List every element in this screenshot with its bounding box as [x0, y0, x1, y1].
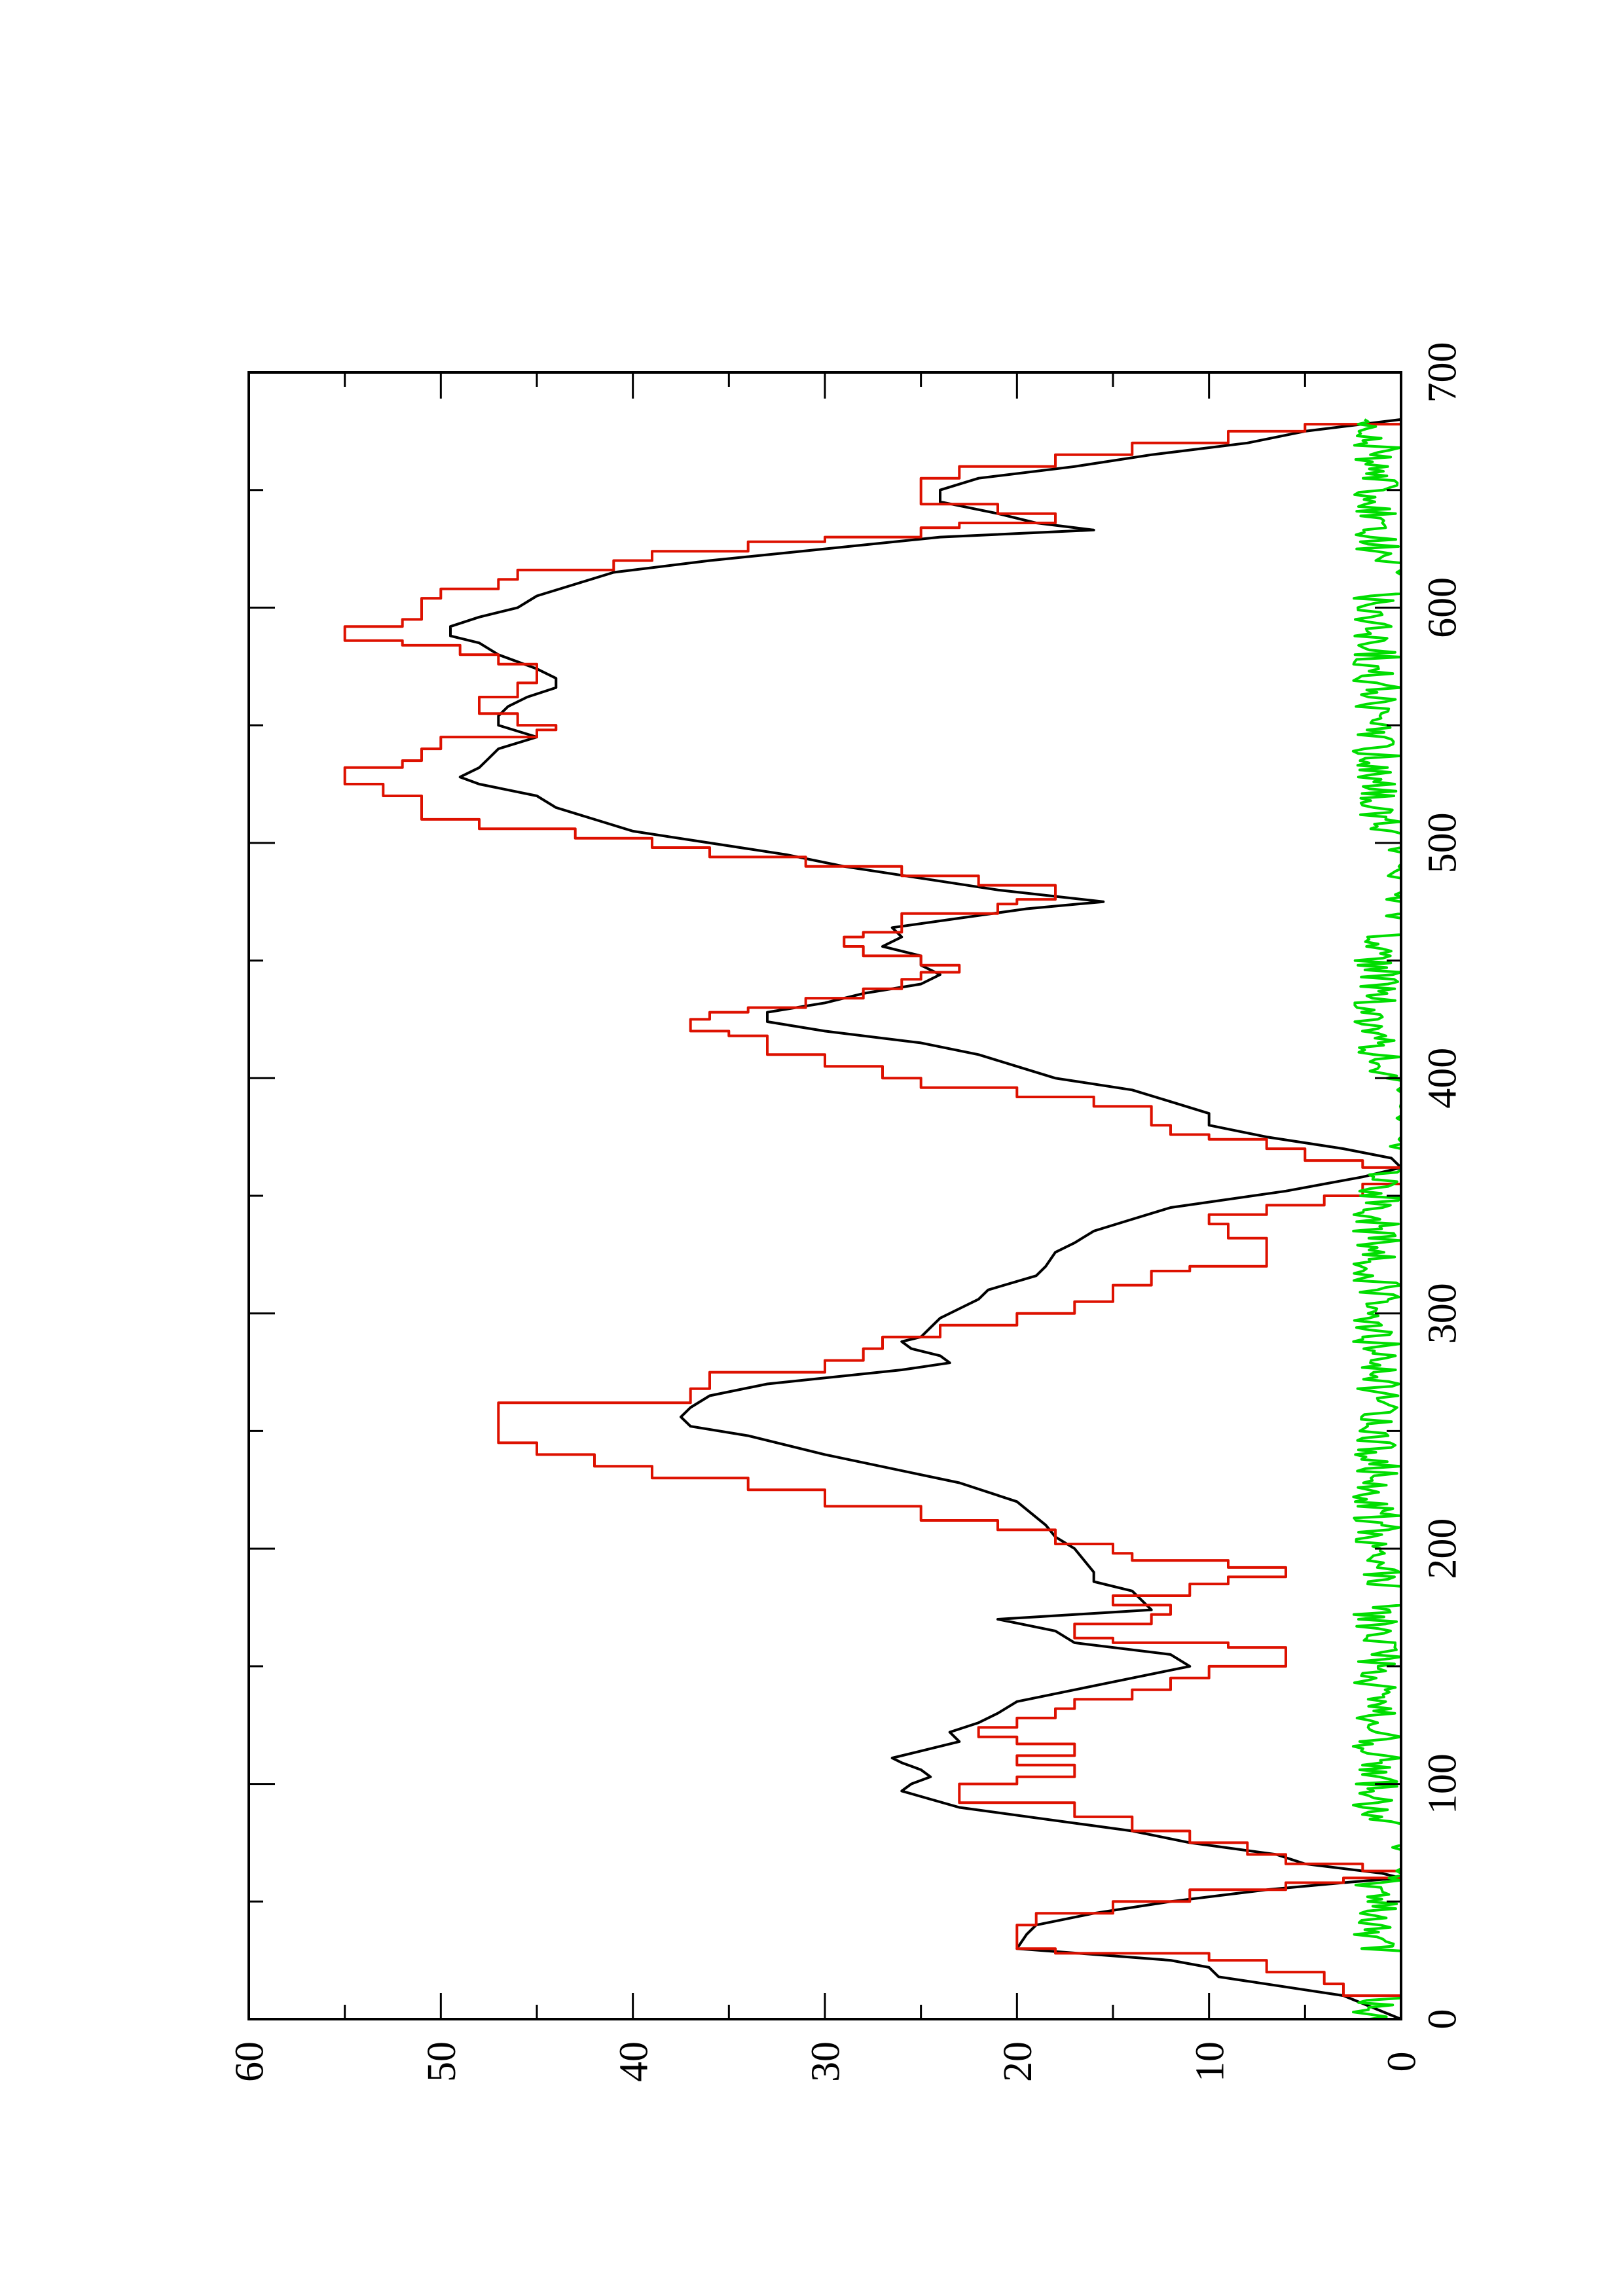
y-tick-label: 60	[228, 2041, 272, 2082]
x-tick-label: 500	[1421, 812, 1465, 873]
series-line-2	[343, 423, 1402, 2019]
y-tick-label: 0	[1380, 2052, 1425, 2072]
series-layer	[343, 418, 1402, 2020]
y-tick-label: 50	[420, 2041, 464, 2082]
axis-ticks: 0 100 200 300 400 500 600 700 0 10 20 30 40 50 60	[228, 342, 1465, 2083]
x-tick-label: 100	[1421, 1753, 1465, 1814]
y-tick-label: 30	[804, 2041, 848, 2082]
x-tick-label: 600	[1421, 577, 1465, 638]
series-line-3	[1351, 418, 1402, 2020]
x-tick-label: 700	[1421, 342, 1465, 403]
y-tick-label: 20	[996, 2041, 1040, 2082]
x-tick-label: 0	[1421, 2009, 1465, 2030]
x-tick-label: 300	[1421, 1283, 1465, 1344]
y-tick-label: 40	[611, 2041, 656, 2082]
series-line-1	[449, 418, 1402, 2020]
y-tick-label: 10	[1188, 2041, 1232, 2082]
x-tick-label: 400	[1421, 1048, 1465, 1109]
x-tick-label: 200	[1421, 1518, 1465, 1579]
